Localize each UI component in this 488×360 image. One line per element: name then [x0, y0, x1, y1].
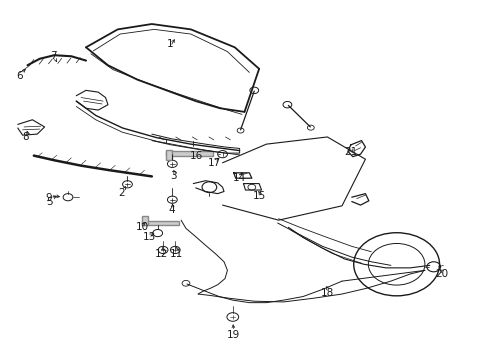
Text: 6: 6 — [16, 71, 22, 81]
Text: 3: 3 — [170, 171, 177, 181]
Text: 18: 18 — [320, 288, 333, 298]
Text: 8: 8 — [22, 132, 29, 142]
Bar — [142, 221, 178, 225]
Text: 9: 9 — [45, 193, 52, 203]
Text: 17: 17 — [207, 158, 221, 168]
Text: 2: 2 — [118, 188, 124, 198]
Text: 20: 20 — [434, 269, 447, 279]
Bar — [142, 216, 148, 225]
Text: 19: 19 — [227, 330, 240, 340]
Text: 16: 16 — [190, 150, 203, 161]
Text: 13: 13 — [142, 232, 156, 242]
Bar — [166, 150, 172, 160]
Text: 10: 10 — [135, 222, 148, 231]
Text: 5: 5 — [46, 197, 53, 207]
Text: 12: 12 — [155, 248, 168, 258]
Text: 4: 4 — [168, 206, 174, 216]
Bar — [166, 150, 212, 156]
Text: 7: 7 — [50, 51, 57, 61]
Text: 15: 15 — [252, 191, 265, 201]
Text: 1: 1 — [167, 39, 173, 49]
Text: 14: 14 — [232, 173, 246, 183]
Text: 11: 11 — [169, 248, 183, 258]
Text: 21: 21 — [344, 147, 357, 157]
